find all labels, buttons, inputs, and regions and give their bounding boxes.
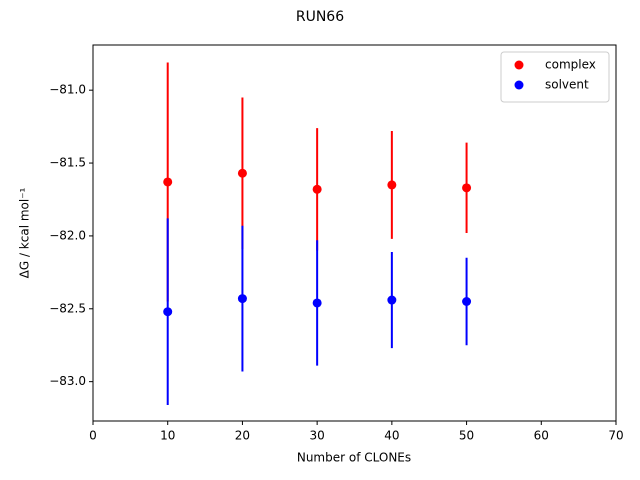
point [237, 168, 247, 178]
point [237, 294, 247, 304]
x-tick-label: 40 [384, 429, 399, 443]
x-tick-label: 50 [459, 429, 474, 443]
y-tick-label: −82.5 [49, 301, 86, 315]
axes-frame [92, 44, 617, 422]
legend-marker [514, 60, 524, 70]
legend-marker [514, 80, 524, 90]
x-tick-label: 10 [160, 429, 175, 443]
x-axis-label: Number of CLONEs [297, 451, 411, 465]
legend-label: complex [545, 58, 596, 72]
x-tick-label: 70 [608, 429, 623, 443]
point [312, 184, 322, 194]
point [163, 307, 173, 317]
y-tick-label: −82.0 [49, 228, 86, 242]
x-tick-label: 60 [534, 429, 549, 443]
point [462, 183, 472, 193]
x-tick-label: 30 [310, 429, 325, 443]
point [387, 180, 397, 190]
x-tick-label: 0 [89, 429, 97, 443]
x-tick-label: 20 [235, 429, 250, 443]
y-tick-label: −83.0 [49, 374, 86, 388]
y-axis-label: ΔG / kcal mol⁻¹ [18, 187, 32, 278]
legend-label: solvent [545, 78, 589, 92]
chart-title: RUN66 [296, 9, 344, 25]
point [163, 177, 173, 187]
y-tick-label: −81.5 [49, 156, 86, 170]
point [387, 295, 397, 305]
y-tick-label: −81.0 [49, 83, 86, 97]
point [462, 296, 472, 306]
point [312, 298, 322, 308]
legend-box [500, 51, 610, 103]
